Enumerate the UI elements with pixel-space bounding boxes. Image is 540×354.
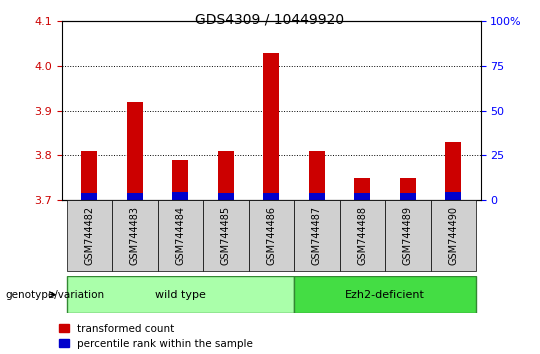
FancyBboxPatch shape xyxy=(340,200,385,271)
FancyBboxPatch shape xyxy=(294,200,340,271)
Text: GSM744490: GSM744490 xyxy=(448,206,458,265)
Text: wild type: wild type xyxy=(155,290,206,300)
Bar xyxy=(354,193,370,200)
Bar xyxy=(82,151,97,200)
Bar xyxy=(127,102,143,200)
Text: GSM744485: GSM744485 xyxy=(221,206,231,265)
Bar xyxy=(400,193,416,200)
Bar xyxy=(309,193,325,200)
Bar xyxy=(172,192,188,200)
FancyBboxPatch shape xyxy=(66,276,294,313)
Bar xyxy=(82,193,97,200)
FancyBboxPatch shape xyxy=(66,200,112,271)
Bar xyxy=(218,151,234,200)
Text: genotype/variation: genotype/variation xyxy=(5,290,105,300)
Text: GSM744487: GSM744487 xyxy=(312,206,322,265)
Bar xyxy=(446,142,461,200)
Bar xyxy=(264,52,279,200)
Bar xyxy=(354,178,370,200)
Bar xyxy=(400,178,416,200)
FancyBboxPatch shape xyxy=(248,200,294,271)
Text: GSM744489: GSM744489 xyxy=(403,206,413,265)
Legend: transformed count, percentile rank within the sample: transformed count, percentile rank withi… xyxy=(59,324,253,349)
Text: GSM744484: GSM744484 xyxy=(176,206,185,265)
Text: GSM744486: GSM744486 xyxy=(266,206,276,265)
Bar xyxy=(172,160,188,200)
FancyBboxPatch shape xyxy=(112,200,158,271)
Bar xyxy=(127,193,143,200)
Text: GSM744488: GSM744488 xyxy=(357,206,367,265)
FancyBboxPatch shape xyxy=(430,200,476,271)
Text: GDS4309 / 10449920: GDS4309 / 10449920 xyxy=(195,12,345,27)
Bar xyxy=(218,193,234,200)
Bar xyxy=(264,193,279,200)
Text: Ezh2-deficient: Ezh2-deficient xyxy=(345,290,425,300)
Bar xyxy=(309,151,325,200)
Text: GSM744482: GSM744482 xyxy=(84,206,94,265)
FancyBboxPatch shape xyxy=(294,276,476,313)
FancyBboxPatch shape xyxy=(385,200,430,271)
Text: GSM744483: GSM744483 xyxy=(130,206,140,265)
FancyBboxPatch shape xyxy=(203,200,248,271)
FancyBboxPatch shape xyxy=(158,200,203,271)
Bar xyxy=(446,192,461,200)
